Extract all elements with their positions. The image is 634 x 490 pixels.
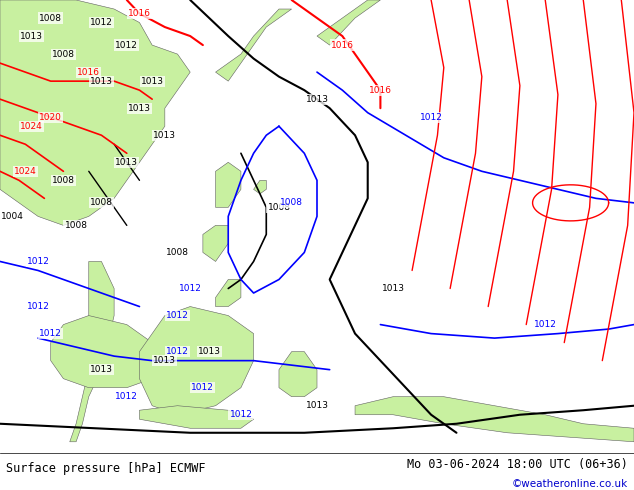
Text: 1013: 1013 <box>382 284 404 293</box>
Text: 1012: 1012 <box>166 311 189 320</box>
Text: 1020: 1020 <box>39 113 62 122</box>
Polygon shape <box>139 406 254 428</box>
Text: 1013: 1013 <box>20 31 43 41</box>
Text: 1008: 1008 <box>39 14 62 23</box>
Text: 1013: 1013 <box>306 401 328 410</box>
Text: 1008: 1008 <box>268 203 290 212</box>
Polygon shape <box>0 0 190 225</box>
Text: 1012: 1012 <box>27 257 49 266</box>
Polygon shape <box>70 262 114 442</box>
Text: 1016: 1016 <box>77 68 100 76</box>
Text: 1008: 1008 <box>52 49 75 59</box>
Text: 1016: 1016 <box>128 9 151 18</box>
Text: 1013: 1013 <box>198 347 221 356</box>
Polygon shape <box>139 307 254 415</box>
Text: 1008: 1008 <box>166 248 189 257</box>
Text: 1013: 1013 <box>90 365 113 374</box>
Polygon shape <box>216 9 292 81</box>
Text: 1013: 1013 <box>306 95 328 104</box>
Text: 1008: 1008 <box>90 198 113 207</box>
Text: 1013: 1013 <box>153 131 176 140</box>
Polygon shape <box>216 279 241 307</box>
Text: 1013: 1013 <box>90 76 113 86</box>
Text: 1012: 1012 <box>534 320 557 329</box>
Text: 1016: 1016 <box>331 41 354 49</box>
Polygon shape <box>317 0 380 45</box>
Text: 1012: 1012 <box>179 284 202 293</box>
Text: 1012: 1012 <box>191 383 214 392</box>
Polygon shape <box>254 180 266 194</box>
Polygon shape <box>216 162 241 207</box>
Polygon shape <box>203 225 228 262</box>
Text: 1012: 1012 <box>115 392 138 401</box>
Text: 1008: 1008 <box>65 221 87 230</box>
Text: 1013: 1013 <box>115 158 138 167</box>
Text: 1008: 1008 <box>52 176 75 185</box>
Text: 1012: 1012 <box>420 113 443 122</box>
Text: ©weatheronline.co.uk: ©weatheronline.co.uk <box>512 479 628 489</box>
Text: 1012: 1012 <box>115 41 138 49</box>
Text: 1013: 1013 <box>141 76 164 86</box>
Text: 1024: 1024 <box>14 167 37 176</box>
Text: 1024: 1024 <box>20 122 43 131</box>
Polygon shape <box>51 316 165 388</box>
Text: 1012: 1012 <box>230 410 252 419</box>
Text: 1013: 1013 <box>128 104 151 113</box>
Text: 1012: 1012 <box>39 329 62 338</box>
Text: 1016: 1016 <box>369 86 392 95</box>
Polygon shape <box>279 352 317 397</box>
Text: Mo 03-06-2024 18:00 UTC (06+36): Mo 03-06-2024 18:00 UTC (06+36) <box>407 458 628 471</box>
Text: 1013: 1013 <box>153 356 176 365</box>
Text: 1008: 1008 <box>280 198 303 207</box>
Text: 1012: 1012 <box>166 347 189 356</box>
Text: Surface pressure [hPa] ECMWF: Surface pressure [hPa] ECMWF <box>6 462 206 475</box>
Text: 1012: 1012 <box>27 302 49 311</box>
Polygon shape <box>355 397 634 442</box>
Text: 1004: 1004 <box>1 212 24 221</box>
Text: 1012: 1012 <box>90 18 113 27</box>
